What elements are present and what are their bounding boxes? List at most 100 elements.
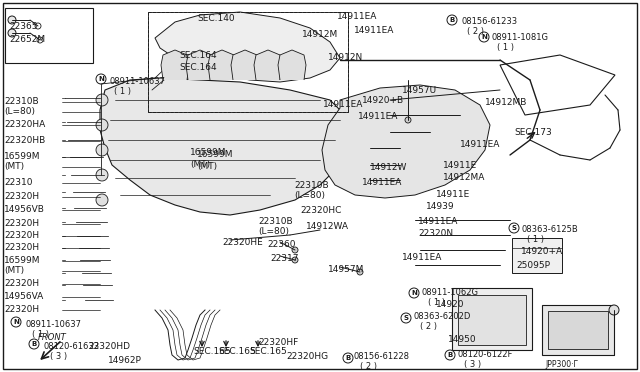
Text: 22320HB: 22320HB: [4, 136, 45, 145]
Text: 14957U: 14957U: [402, 86, 437, 95]
Text: (MT): (MT): [190, 160, 210, 169]
Text: ( 1 ): ( 1 ): [527, 235, 544, 244]
Text: 08911-10637: 08911-10637: [26, 320, 82, 329]
Text: 08363-6125B: 08363-6125B: [521, 225, 578, 234]
Text: 22310B: 22310B: [258, 217, 292, 226]
Circle shape: [29, 339, 39, 349]
Circle shape: [343, 353, 353, 363]
Circle shape: [292, 247, 298, 253]
Text: SEC.164: SEC.164: [179, 63, 216, 72]
Text: (MT): (MT): [197, 162, 217, 171]
Text: 25095P: 25095P: [516, 261, 550, 270]
Text: 14950: 14950: [448, 335, 477, 344]
Text: FRONT: FRONT: [38, 333, 67, 342]
Circle shape: [96, 119, 108, 131]
Polygon shape: [155, 12, 340, 82]
Bar: [542, 305, 614, 355]
Bar: [148, 12, 348, 112]
Text: 14911E: 14911E: [443, 161, 477, 170]
Text: B: B: [449, 17, 454, 23]
Text: 14912MB: 14912MB: [485, 98, 527, 107]
Circle shape: [401, 313, 411, 323]
Text: SEC.165: SEC.165: [193, 347, 231, 356]
Text: ( 2 ): ( 2 ): [467, 27, 484, 36]
Text: 22320HC: 22320HC: [300, 206, 341, 215]
Polygon shape: [186, 50, 214, 80]
Text: 22320HA: 22320HA: [4, 120, 45, 129]
Text: SEC.165: SEC.165: [218, 347, 256, 356]
Bar: [452, 288, 532, 350]
Text: 14911EA: 14911EA: [460, 140, 500, 149]
Text: 08156-61233: 08156-61233: [461, 17, 517, 26]
Circle shape: [11, 317, 21, 327]
Circle shape: [609, 305, 619, 315]
Text: (L=80): (L=80): [4, 107, 35, 116]
Text: (MT): (MT): [4, 266, 24, 275]
Text: 22365: 22365: [9, 22, 38, 31]
Text: 14957M: 14957M: [328, 265, 364, 274]
Text: 14956VB: 14956VB: [4, 205, 45, 214]
Text: ( 1 ): ( 1 ): [497, 43, 514, 52]
Text: 14912MA: 14912MA: [443, 173, 485, 182]
Text: 22320HG: 22320HG: [286, 352, 328, 361]
Text: SEC.173: SEC.173: [514, 128, 552, 137]
Text: 22320HE: 22320HE: [222, 238, 263, 247]
Text: 14911EA: 14911EA: [358, 112, 398, 121]
Text: 14912M: 14912M: [302, 30, 339, 39]
Circle shape: [96, 169, 108, 181]
Text: SEC.165: SEC.165: [249, 347, 287, 356]
Text: 22652M: 22652M: [9, 35, 45, 44]
Text: 08156-61228: 08156-61228: [353, 352, 409, 361]
Text: ( 3 ): ( 3 ): [50, 352, 67, 361]
Text: 08911-10637: 08911-10637: [109, 77, 165, 86]
Text: 14939: 14939: [426, 202, 454, 211]
Circle shape: [96, 194, 108, 206]
Bar: [512, 238, 562, 273]
Text: 16599M: 16599M: [197, 150, 234, 159]
Text: 14920+B: 14920+B: [362, 96, 404, 105]
Text: ( 1 ): ( 1 ): [114, 87, 131, 96]
Polygon shape: [231, 50, 259, 80]
Text: 14912W: 14912W: [370, 163, 408, 172]
Text: ( 1 ): ( 1 ): [32, 330, 49, 339]
Text: ( 2 ): ( 2 ): [420, 322, 437, 331]
Text: 22320HF: 22320HF: [258, 338, 298, 347]
Circle shape: [479, 32, 489, 42]
Text: 14920: 14920: [436, 300, 465, 309]
Polygon shape: [208, 50, 236, 80]
Text: 14911E: 14911E: [436, 190, 470, 199]
Text: 22360: 22360: [267, 240, 296, 249]
Text: S: S: [403, 315, 408, 321]
Text: 14911EA: 14911EA: [323, 100, 364, 109]
Text: 22320H: 22320H: [4, 243, 39, 252]
Text: 16599M: 16599M: [4, 152, 40, 161]
Text: (L=80): (L=80): [294, 191, 325, 200]
Text: S: S: [511, 225, 516, 231]
Polygon shape: [100, 78, 348, 215]
Text: 22320H: 22320H: [4, 231, 39, 240]
Polygon shape: [161, 50, 189, 80]
Text: (MT): (MT): [4, 162, 24, 171]
Text: 16599M: 16599M: [190, 148, 227, 157]
Bar: [458, 295, 526, 345]
Circle shape: [96, 94, 108, 106]
Polygon shape: [278, 50, 306, 80]
Text: N: N: [481, 34, 487, 40]
Text: 22320HD: 22320HD: [88, 342, 130, 351]
Circle shape: [8, 29, 16, 37]
Text: N: N: [13, 319, 19, 325]
Circle shape: [8, 16, 16, 24]
Text: 08120-61633: 08120-61633: [44, 342, 100, 351]
Text: B: B: [447, 352, 452, 358]
Circle shape: [96, 74, 106, 84]
Text: 14920+A: 14920+A: [521, 247, 563, 256]
Text: ( 1 ): ( 1 ): [428, 298, 445, 307]
Text: B: B: [346, 355, 351, 361]
Text: (L=80): (L=80): [258, 227, 289, 236]
Circle shape: [357, 269, 363, 275]
Text: 14911EA: 14911EA: [354, 26, 394, 35]
Text: 08363-6202D: 08363-6202D: [414, 312, 472, 321]
Text: 14912WA: 14912WA: [306, 222, 349, 231]
Polygon shape: [322, 85, 490, 198]
Text: 22320H: 22320H: [4, 279, 39, 288]
